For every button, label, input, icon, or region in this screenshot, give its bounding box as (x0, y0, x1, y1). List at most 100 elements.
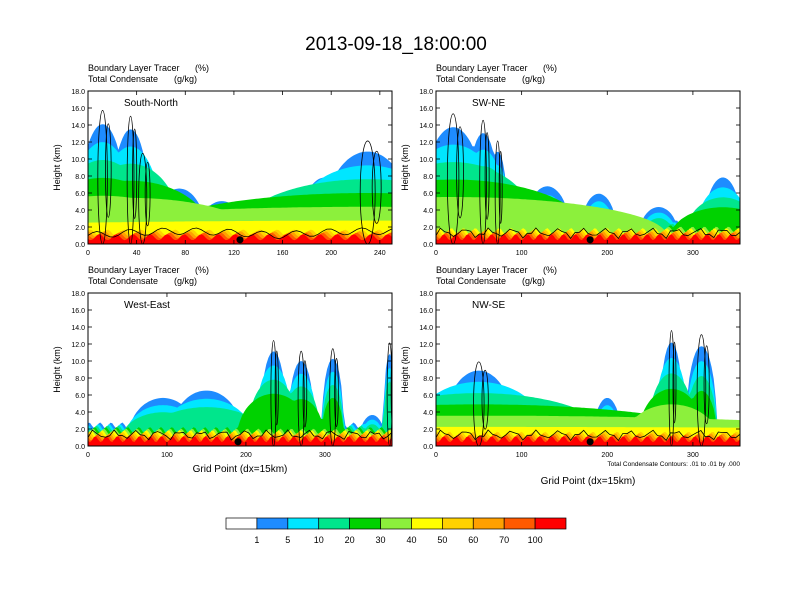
condensate-contour (456, 126, 464, 219)
tracer-field (88, 351, 392, 446)
panel-label: South-North (124, 98, 178, 109)
contour-units-label: (g/kg) (522, 74, 545, 84)
y-tick-label: 18.0 (71, 89, 85, 96)
condensate-contour (371, 150, 382, 224)
x-axis-label: Grid Point (dx=15km) (541, 476, 636, 487)
y-tick-label: 16.0 (71, 308, 85, 315)
panel-label: NW-SE (472, 300, 505, 311)
colorbar-label: 100 (528, 535, 543, 545)
contour-variable-label: Total Condensate (436, 74, 506, 84)
y-tick-label: 10.0 (71, 157, 85, 164)
condensate-contour (668, 330, 675, 446)
x-tick-label: 0 (434, 250, 438, 257)
y-tick-label: 14.0 (419, 123, 433, 130)
y-tick-label: 18.0 (419, 89, 433, 96)
fill-units-label: (%) (195, 63, 209, 73)
y-tick-label: 12.0 (419, 140, 433, 147)
contour-units-label: (g/kg) (174, 276, 197, 286)
plot-frame (435, 90, 741, 245)
condensate-contour (144, 161, 151, 227)
colorbar-swatch (442, 517, 474, 530)
y-axis-label: Height (km) (52, 346, 62, 393)
x-tick-label: 120 (228, 250, 240, 257)
condensate-contour (126, 115, 135, 244)
y-tick-label: 0.0 (75, 242, 85, 249)
y-tick-label: 10.0 (71, 359, 85, 366)
y-tick-label: 2.0 (423, 427, 433, 434)
panel-nw-se: NW-SE Boundary Layer Tracer (%) Total Conde… (400, 265, 741, 487)
y-tick-label: 8.0 (75, 174, 85, 181)
tracer-level-2 (436, 144, 740, 244)
x-tick-label: 100 (516, 250, 528, 257)
y-tick-label: 18.0 (71, 291, 85, 298)
colorbar: 1 5 10 20 30 40 50 60 70 100 (225, 517, 567, 545)
y-tick-label: 12.0 (71, 342, 85, 349)
x-tick-label: 300 (687, 452, 699, 459)
y-tick-label: 6.0 (423, 393, 433, 400)
contour-units-label: (g/kg) (522, 276, 545, 286)
condensate-contour (274, 350, 279, 426)
y-tick-label: 2.0 (75, 225, 85, 232)
colorbar-label: 70 (499, 535, 509, 545)
condensate-contour (481, 369, 489, 430)
y-tick-label: 14.0 (71, 325, 85, 332)
condensate-contours (88, 110, 392, 244)
colorbar-label: 30 (376, 535, 386, 545)
y-tick-label: 0.0 (75, 444, 85, 451)
y-tick-label: 4.0 (423, 208, 433, 215)
condensate-contour-boundary-layer (88, 429, 392, 441)
condensate-contour-boundary-layer (436, 429, 740, 442)
condensate-contour (473, 361, 485, 446)
panel-west-east: West-East Boundary Layer Tracer (%) Total C… (52, 265, 393, 475)
y-tick-label: 12.0 (419, 342, 433, 349)
y-tick-label: 2.0 (75, 427, 85, 434)
y-tick-label: 8.0 (423, 376, 433, 383)
contour-units-label: (g/kg) (174, 74, 197, 84)
x-tick-label: 100 (161, 452, 173, 459)
y-tick-label: 6.0 (75, 393, 85, 400)
y-tick-label: 0.0 (423, 242, 433, 249)
colorbar-label: 40 (406, 535, 416, 545)
y-axis-label: Height (km) (400, 346, 410, 393)
fill-variable-label: Boundary Layer Tracer (88, 63, 180, 73)
condensate-contour (97, 110, 108, 244)
plot-frame (435, 292, 741, 447)
condensate-contour (334, 358, 339, 427)
fill-variable-label: Boundary Layer Tracer (436, 63, 528, 73)
colorbar-label: 5 (285, 535, 290, 545)
x-tick-label: 300 (687, 250, 699, 257)
fill-units-label: (%) (195, 265, 209, 275)
condensate-contour (498, 150, 503, 224)
y-tick-label: 10.0 (419, 157, 433, 164)
condensate-contour (494, 140, 501, 244)
condensate-contour (446, 113, 460, 244)
y-tick-label: 0.0 (423, 444, 433, 451)
x-tick-label: 200 (601, 250, 613, 257)
panel-south-north: South-North Boundary Layer Tracer (%) Total… (52, 63, 393, 257)
y-tick-label: 10.0 (419, 359, 433, 366)
contour-variable-label: Total Condensate (88, 276, 158, 286)
y-tick-label: 2.0 (423, 225, 433, 232)
condensate-contour (696, 334, 707, 446)
colorbar-swatch (380, 517, 412, 530)
tracer-field (436, 342, 740, 446)
condensate-contours (436, 113, 740, 244)
y-tick-label: 16.0 (419, 308, 433, 315)
condensate-contour (390, 353, 392, 426)
panel-label: SW-NE (472, 98, 505, 109)
plot-frame (87, 90, 393, 245)
y-tick-label: 18.0 (419, 291, 433, 298)
fill-units-label: (%) (543, 265, 557, 275)
y-tick-label: 8.0 (75, 376, 85, 383)
location-marker (586, 236, 594, 244)
plot-frame (87, 292, 393, 447)
x-tick-label: 200 (601, 452, 613, 459)
colorbar-swatch (472, 517, 505, 530)
colorbar-swatch (411, 517, 443, 530)
contour-variable-label: Total Condensate (436, 276, 506, 286)
colorbar-label: 60 (468, 535, 478, 545)
x-tick-label: 0 (434, 452, 438, 459)
x-tick-label: 100 (516, 452, 528, 459)
colorbar-label: 20 (345, 535, 355, 545)
